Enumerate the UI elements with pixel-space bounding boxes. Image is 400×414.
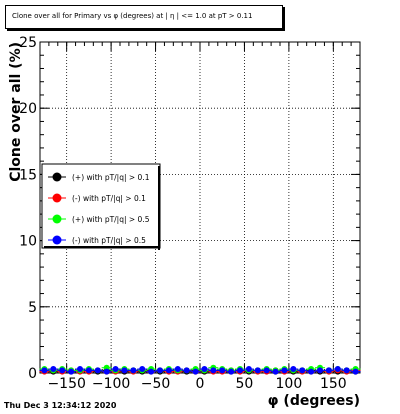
data-point xyxy=(325,367,332,374)
legend-shadow-bottom xyxy=(44,246,160,248)
legend-label: (+) with pT/|q| > 0.1 xyxy=(72,173,150,182)
legend-label: (+) with pT/|q| > 0.5 xyxy=(72,215,150,224)
x-axis-title: φ (degrees) xyxy=(268,393,360,409)
data-point xyxy=(121,367,128,374)
data-point xyxy=(148,368,155,375)
data-point xyxy=(299,367,306,374)
legend-marker xyxy=(52,193,62,203)
timestamp: Thu Dec 3 12:34:12 2020 xyxy=(4,401,117,410)
data-point xyxy=(352,368,359,375)
x-tick-label: 100 xyxy=(276,376,303,392)
chart-title: Clone over all for Primary vs φ (degrees… xyxy=(12,12,253,20)
y-axis-title: Clone over all (%) xyxy=(8,42,24,182)
legend-shadow-right xyxy=(158,166,160,250)
x-tick-label: −100 xyxy=(92,376,130,392)
data-point xyxy=(272,368,279,375)
y-tick-labels: 0 5 10 15 20 25 xyxy=(19,35,37,382)
legend-label: (-) with pT/|q| > 0.5 xyxy=(72,236,146,245)
title-box: Clone over all for Primary vs φ (degrees… xyxy=(5,5,283,29)
data-point xyxy=(183,367,190,374)
data-point xyxy=(165,367,172,374)
legend-marker xyxy=(52,172,62,182)
data-point xyxy=(112,366,119,373)
legend-box xyxy=(41,163,161,249)
data-point xyxy=(68,368,75,375)
data-point xyxy=(50,366,57,373)
y-tick-label: 10 xyxy=(19,234,37,250)
data-point xyxy=(281,367,288,374)
legend-marker xyxy=(52,214,62,224)
x-tick-labels: −150 −100 −50 0 50 100 150 xyxy=(47,376,346,392)
data-point xyxy=(317,367,323,374)
data-point xyxy=(157,367,163,374)
data-point xyxy=(263,367,270,374)
data-point xyxy=(210,367,217,374)
y-tick-label: 5 xyxy=(28,300,37,316)
data-point xyxy=(343,367,350,374)
data-point xyxy=(139,366,146,373)
data-point xyxy=(228,368,235,375)
legend-label: (-) with pT/|q| > 0.1 xyxy=(72,194,146,203)
data-point xyxy=(219,367,226,374)
x-tick-label: 0 xyxy=(196,376,205,392)
data-point xyxy=(245,366,252,373)
x-tick-label: 150 xyxy=(320,376,347,392)
data-points xyxy=(39,364,361,375)
data-point xyxy=(59,367,66,374)
y-tick-label: 25 xyxy=(19,35,37,51)
y-tick-label: 15 xyxy=(19,167,37,183)
legend-marker xyxy=(52,235,62,245)
data-point xyxy=(103,368,110,375)
data-point xyxy=(85,367,92,374)
data-point xyxy=(41,367,48,374)
data-point xyxy=(254,367,261,374)
data-point xyxy=(174,366,181,373)
data-point xyxy=(192,368,199,375)
data-point xyxy=(201,366,208,373)
data-point xyxy=(130,367,137,374)
x-tick-label: 50 xyxy=(236,376,254,392)
data-point xyxy=(77,366,83,373)
data-point xyxy=(290,366,297,373)
data-point xyxy=(237,367,243,374)
y-tick-label: 0 xyxy=(28,366,37,382)
y-tick-label: 20 xyxy=(19,101,37,117)
data-point xyxy=(308,368,315,375)
data-point xyxy=(334,366,341,373)
x-tick-label: −150 xyxy=(47,376,85,392)
legend: (+) with pT/|q| > 0.1 (-) with pT/|q| > 0… xyxy=(41,163,161,250)
data-point xyxy=(94,367,101,374)
x-tick-label: −50 xyxy=(141,376,171,392)
